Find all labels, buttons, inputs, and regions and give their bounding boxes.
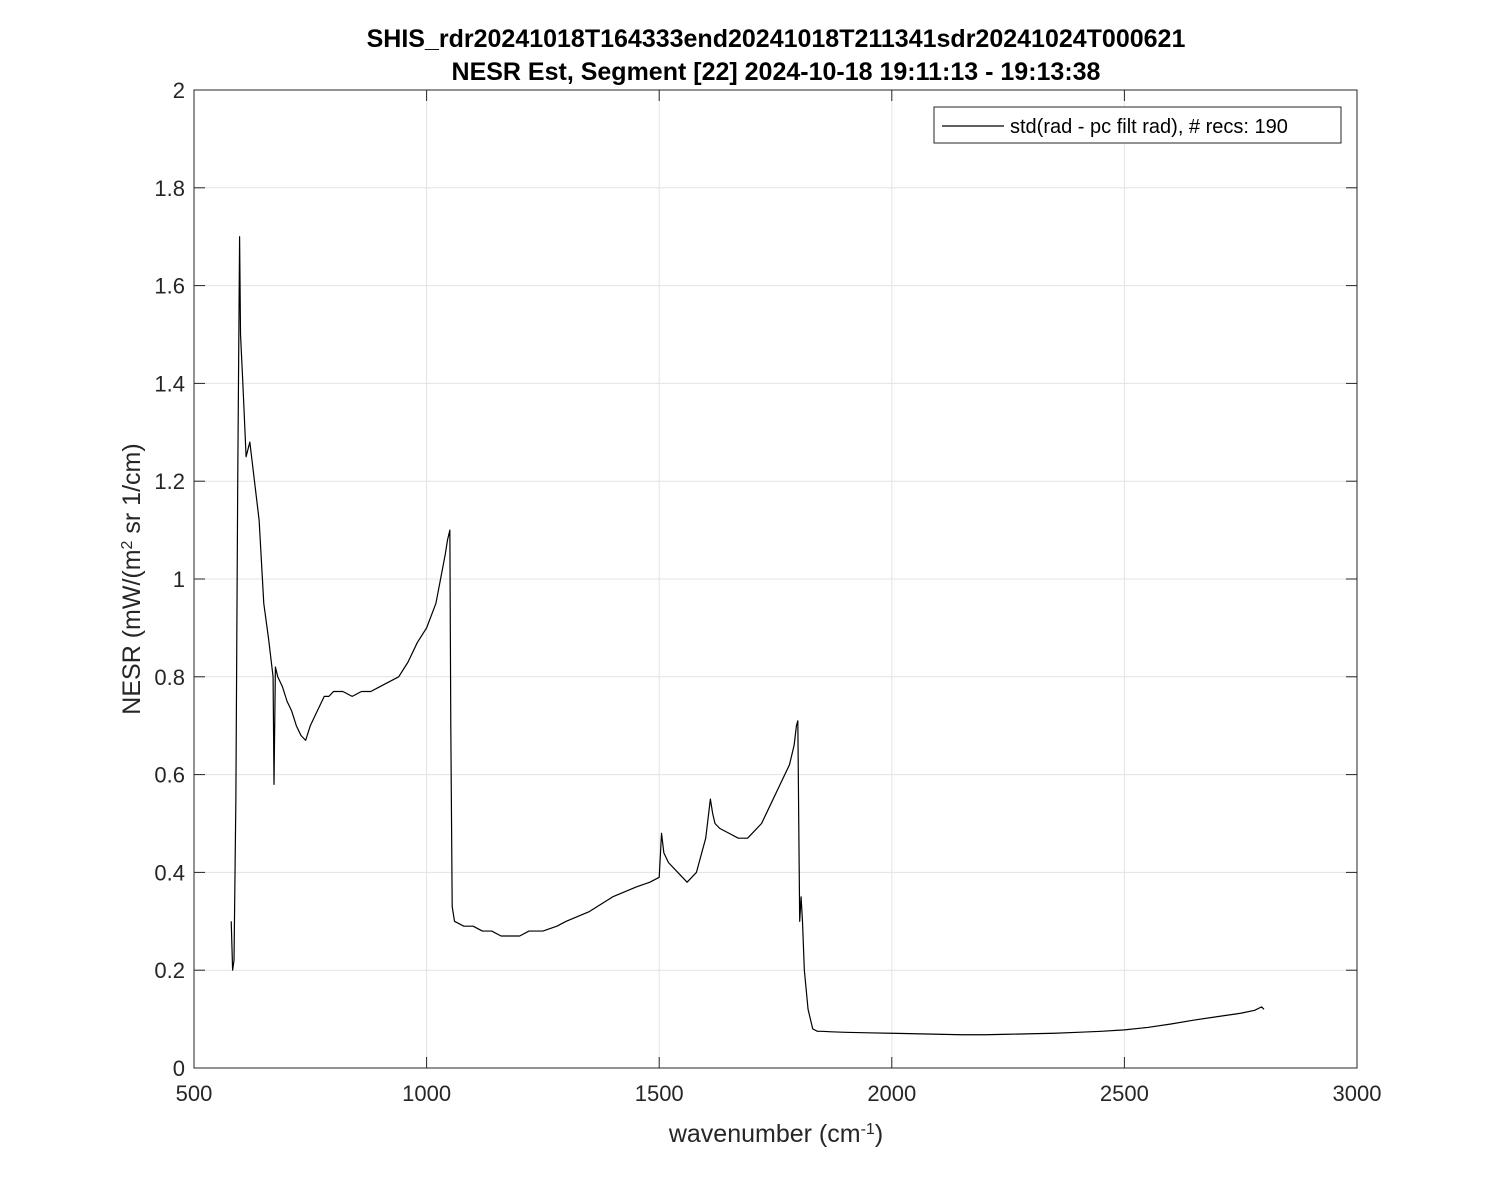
y-axis-label-text: NESR (mW/(m xyxy=(118,549,146,714)
legend-box xyxy=(933,106,1342,144)
y-tick-label: 1.4 xyxy=(154,371,185,396)
axes xyxy=(193,89,1358,1069)
y-tick-label: 1 xyxy=(173,567,185,592)
series-layer xyxy=(230,236,1265,1036)
y-axis-label: NESR (mW/(m2 sr 1/cm) xyxy=(118,443,146,714)
x-tick-label: 2500 xyxy=(1100,1081,1149,1106)
y-tick-label: 1.2 xyxy=(154,469,185,494)
x-tick-labels: 500 1000 1500 2000 2500 3000 xyxy=(176,1081,1382,1106)
x-axis-label-text: wavenumber (cm xyxy=(668,1120,861,1148)
y-tick-label: 1.6 xyxy=(154,274,185,299)
x-tick-label: 1000 xyxy=(402,1081,451,1106)
y-tick-label: 0 xyxy=(173,1056,185,1081)
x-axis-label: wavenumber (cm-1) xyxy=(668,1120,883,1148)
x-axis-label-suffix: ) xyxy=(875,1120,883,1148)
x-tick-label: 2000 xyxy=(867,1081,916,1106)
chart-title-line-1: SHIS_rdr20241018T164333end20241018T21134… xyxy=(367,25,1186,53)
x-tick-label: 1500 xyxy=(635,1081,684,1106)
x-tick-label: 500 xyxy=(176,1081,213,1106)
y-tick-label: 2 xyxy=(173,78,185,103)
y-tick-label: 0.2 xyxy=(154,958,185,983)
legend-entry-label: std(rad - pc filt rad), # recs: 190 xyxy=(1010,116,1288,138)
y-tick-labels: 0 0.2 0.4 0.6 0.8 1 1.2 1.4 1.6 1.8 2 xyxy=(154,78,185,1081)
legend: std(rad - pc filt rad), # recs: 190 xyxy=(933,106,1342,144)
y-axis-label-superscript: 2 xyxy=(119,540,136,549)
y-axis-label-suffix: sr 1/cm) xyxy=(118,443,146,540)
series-line-0 xyxy=(230,236,1265,1036)
grid-lines xyxy=(194,90,1357,1068)
y-tick-label: 0.4 xyxy=(154,860,185,885)
y-tick-label: 1.8 xyxy=(154,176,185,201)
chart-title-line-2: NESR Est, Segment [22] 2024-10-18 19:11:… xyxy=(452,58,1101,86)
y-tick-label: 0.8 xyxy=(154,665,185,690)
x-axis-label-superscript: -1 xyxy=(861,1121,875,1138)
y-tick-label: 0.6 xyxy=(154,763,185,788)
x-tick-label: 3000 xyxy=(1333,1081,1382,1106)
